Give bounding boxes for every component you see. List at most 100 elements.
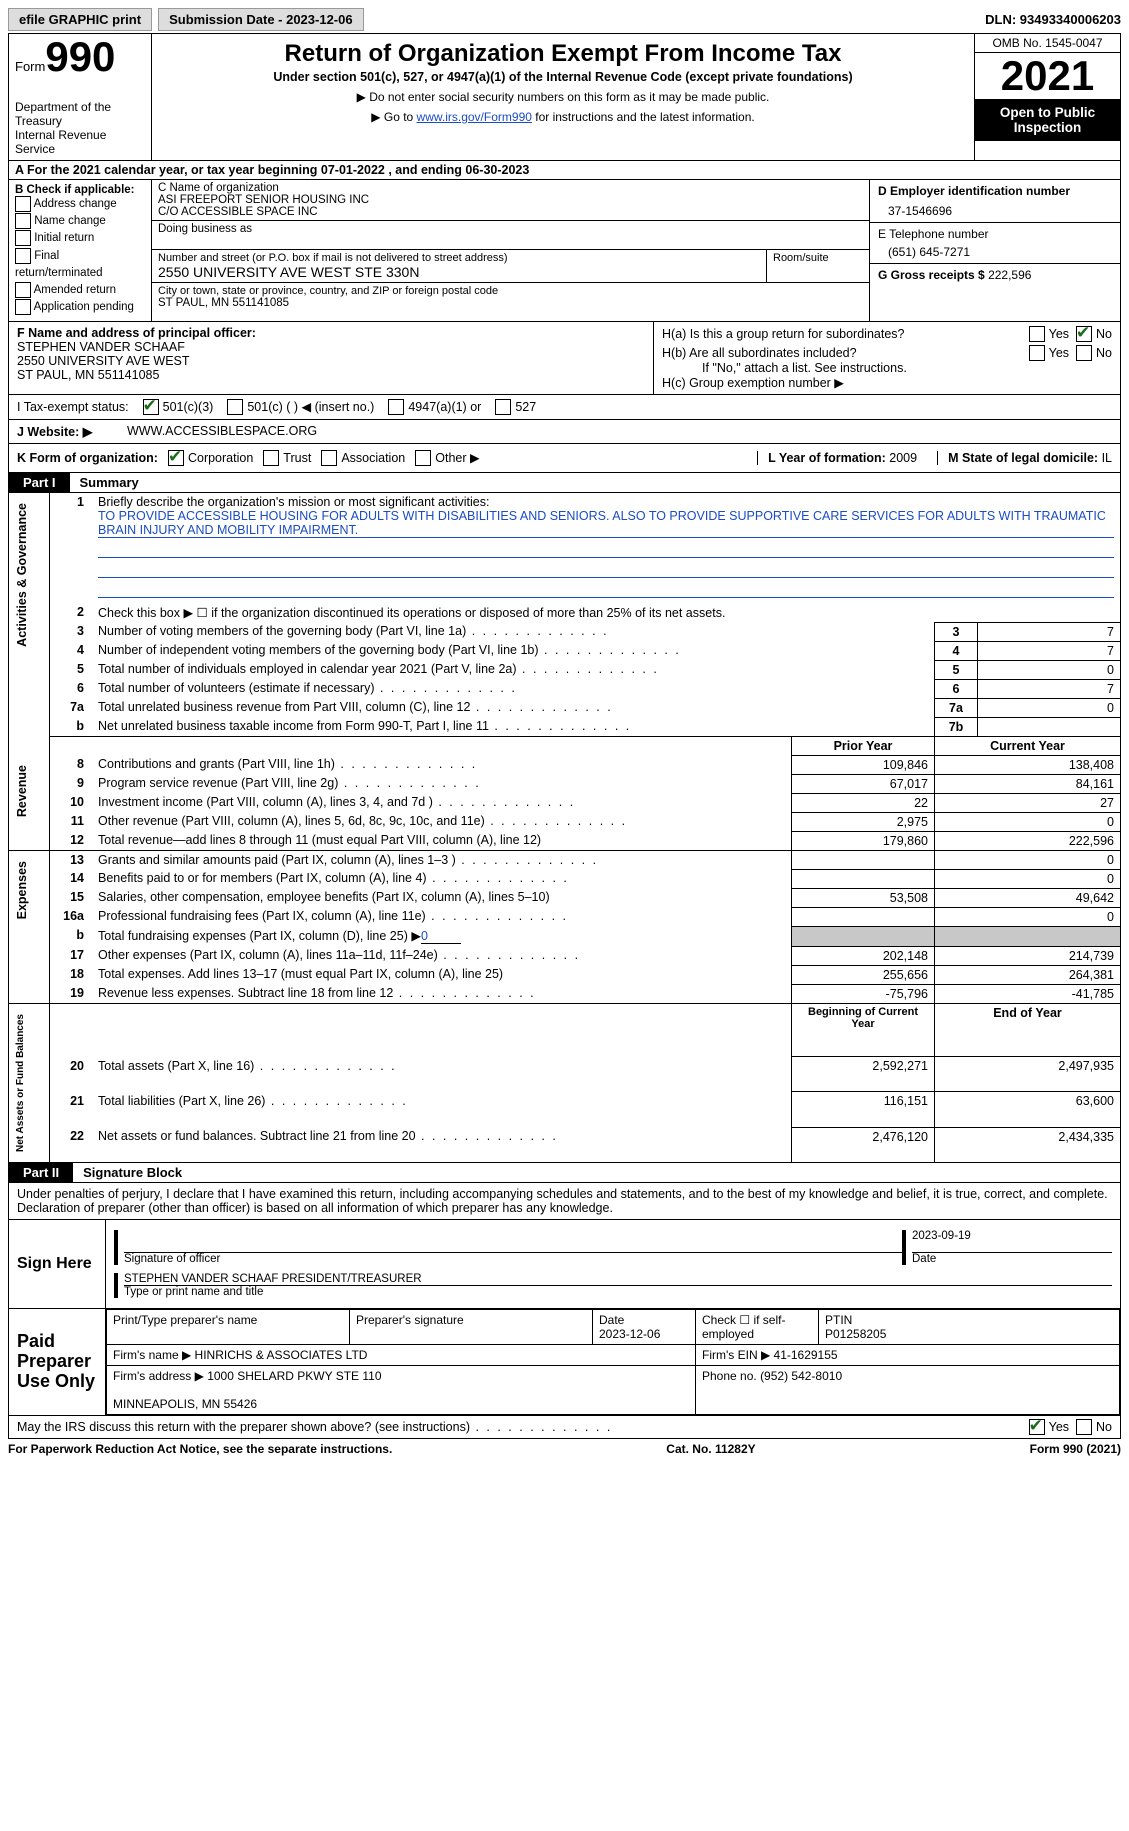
tax-year: 2021 xyxy=(975,53,1120,99)
line16a-text: Professional fundraising fees (Part IX, … xyxy=(98,909,568,923)
website-value: WWW.ACCESSIBLESPACE.ORG xyxy=(127,424,317,439)
ein-label: D Employer identification number xyxy=(878,184,1112,198)
dln-label: DLN: 93493340006203 xyxy=(985,12,1121,27)
chk-corporation[interactable]: Corporation xyxy=(168,450,253,466)
chk-association[interactable]: Association xyxy=(321,450,405,466)
pt-self-employed: Check ☐ if self-employed xyxy=(696,1309,819,1344)
line1-label: Briefly describe the organization's miss… xyxy=(98,495,489,509)
part2-header: Part II Signature Block xyxy=(8,1163,1121,1183)
chk-other[interactable]: Other ▶ xyxy=(415,450,479,466)
signature-section: Under penalties of perjury, I declare th… xyxy=(8,1183,1121,1439)
j-label: J Website: ▶ xyxy=(17,424,127,439)
firm-name-label: Firm's name ▶ xyxy=(113,1348,195,1362)
firm-ein-label: Firm's EIN ▶ xyxy=(702,1348,774,1362)
submission-date-button[interactable]: Submission Date - 2023-12-06 xyxy=(158,8,364,31)
form-title: Return of Organization Exempt From Incom… xyxy=(160,40,966,68)
c11: 0 xyxy=(935,812,1121,831)
line19-text: Revenue less expenses. Subtract line 18 … xyxy=(98,986,536,1000)
val-5: 0 xyxy=(978,660,1121,679)
p18: 255,656 xyxy=(792,965,935,984)
c17: 214,739 xyxy=(935,946,1121,965)
summary-table: Activities & Governance 1 Briefly descri… xyxy=(8,493,1121,1163)
ein-value: 37-1546696 xyxy=(878,198,1112,218)
sig-officer-label: Signature of officer xyxy=(124,1253,902,1265)
gross-label: G Gross receipts $ xyxy=(878,268,988,282)
hb-yes[interactable]: Yes xyxy=(1029,345,1069,361)
p10: 22 xyxy=(792,793,935,812)
chk-501c[interactable]: 501(c) ( ) ◀ (insert no.) xyxy=(227,399,374,415)
part1-title: Summary xyxy=(70,473,149,492)
chk-address-change[interactable]: Address change xyxy=(15,196,145,213)
hint-goto-suffix: for instructions and the latest informat… xyxy=(532,110,755,124)
chk-501c3[interactable]: 501(c)(3) xyxy=(143,399,214,415)
pt-sig-label: Preparer's signature xyxy=(356,1313,586,1327)
hb-note: If "No," attach a list. See instructions… xyxy=(662,361,1112,375)
chk-application-pending[interactable]: Application pending xyxy=(15,299,145,316)
c21: 63,600 xyxy=(935,1092,1121,1127)
irs-link[interactable]: www.irs.gov/Form990 xyxy=(417,110,532,124)
may-irs-text: May the IRS discuss this return with the… xyxy=(17,1420,612,1434)
p21: 116,151 xyxy=(792,1092,935,1127)
c8: 138,408 xyxy=(935,755,1121,774)
side-expenses: Expenses xyxy=(15,853,29,927)
ptin-label: PTIN xyxy=(825,1313,1113,1327)
chk-527[interactable]: 527 xyxy=(495,399,536,415)
ha-no[interactable]: No xyxy=(1076,326,1112,342)
row-i-tax-status: I Tax-exempt status: 501(c)(3) 501(c) ( … xyxy=(8,395,1121,420)
chk-initial-return[interactable]: Initial return xyxy=(15,230,145,247)
chk-4947[interactable]: 4947(a)(1) or xyxy=(388,399,481,415)
line16b-pre: Total fundraising expenses (Part IX, col… xyxy=(98,929,421,943)
org-city: ST PAUL, MN 551141085 xyxy=(158,297,863,309)
hb-no[interactable]: No xyxy=(1076,345,1112,361)
may-irs-no[interactable]: No xyxy=(1076,1419,1112,1435)
phone-label: E Telephone number xyxy=(878,227,1112,241)
hint-goto-prefix: ▶ Go to xyxy=(371,110,416,124)
line16b-val: 0 xyxy=(421,929,461,944)
m-label: M State of legal domicile: xyxy=(948,451,1102,465)
line11-text: Other revenue (Part VIII, column (A), li… xyxy=(98,814,627,828)
line5-text: Total number of individuals employed in … xyxy=(98,662,659,676)
sign-here-label: Sign Here xyxy=(9,1220,106,1308)
side-revenue: Revenue xyxy=(15,757,29,825)
side-activities: Activities & Governance xyxy=(15,495,29,655)
line14-text: Benefits paid to or for members (Part IX… xyxy=(98,871,569,885)
p16a xyxy=(792,907,935,926)
addr-label: Number and street (or P.O. box if mail i… xyxy=(158,252,760,264)
beg-year-hdr: Beginning of Current Year xyxy=(792,1003,935,1057)
chk-final-return[interactable]: Final return/terminated xyxy=(15,248,145,283)
hint-no-ssn: ▶ Do not enter social security numbers o… xyxy=(160,90,966,104)
c18: 264,381 xyxy=(935,965,1121,984)
chk-amended-return[interactable]: Amended return xyxy=(15,282,145,299)
ha-yes[interactable]: Yes xyxy=(1029,326,1069,342)
val-7a: 0 xyxy=(978,698,1121,717)
c16a: 0 xyxy=(935,907,1121,926)
m-value: IL xyxy=(1102,451,1112,465)
dept-label: Department of the Treasury Internal Reve… xyxy=(15,100,145,156)
form-header: Form990 Department of the Treasury Inter… xyxy=(8,33,1121,161)
part1-bar: Part I xyxy=(9,473,70,492)
form-number: 990 xyxy=(45,33,115,80)
block-f-h: F Name and address of principal officer:… xyxy=(8,322,1121,395)
org-name: ASI FREEPORT SENIOR HOUSING INC C/O ACCE… xyxy=(158,194,863,218)
chk-name-change[interactable]: Name change xyxy=(15,213,145,230)
l-value: 2009 xyxy=(889,451,917,465)
omb-number: OMB No. 1545-0047 xyxy=(975,34,1120,53)
ha-label: H(a) Is this a group return for subordin… xyxy=(662,327,1029,341)
k-label: K Form of organization: xyxy=(17,451,158,465)
c22: 2,434,335 xyxy=(935,1127,1121,1162)
line22-text: Net assets or fund balances. Subtract li… xyxy=(98,1129,558,1143)
pt-date-label: Date xyxy=(599,1313,689,1327)
firm-ein-value: 41-1629155 xyxy=(774,1348,838,1362)
gross-value: 222,596 xyxy=(988,268,1031,282)
may-irs-yes[interactable]: Yes xyxy=(1029,1419,1069,1435)
penalty-text: Under penalties of perjury, I declare th… xyxy=(9,1183,1120,1220)
hb-label: H(b) Are all subordinates included? xyxy=(662,346,1029,360)
efile-print-button[interactable]: efile GRAPHIC print xyxy=(8,8,152,31)
footer-mid: Cat. No. 11282Y xyxy=(666,1442,755,1456)
page-footer: For Paperwork Reduction Act Notice, see … xyxy=(8,1439,1121,1459)
footer-left: For Paperwork Reduction Act Notice, see … xyxy=(8,1442,392,1456)
p14 xyxy=(792,869,935,888)
firm-addr-label: Firm's address ▶ xyxy=(113,1369,207,1383)
chk-trust[interactable]: Trust xyxy=(263,450,311,466)
c12: 222,596 xyxy=(935,831,1121,850)
